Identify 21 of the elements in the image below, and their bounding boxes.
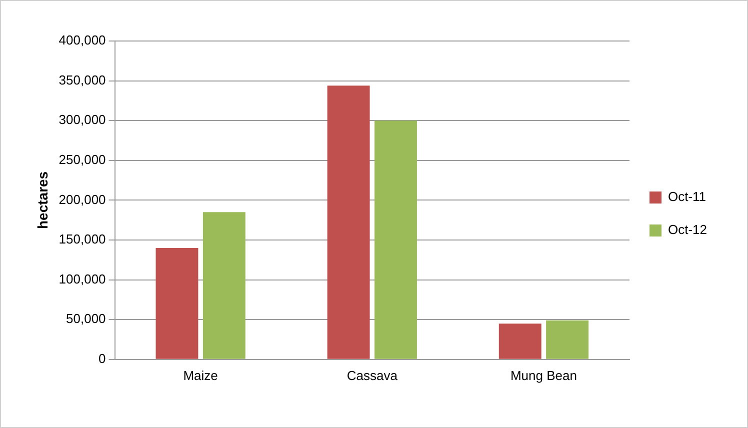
y-tick-label: 0 (98, 350, 106, 366)
y-tick-label: 100,000 (58, 271, 106, 286)
legend-label: Oct-11 (668, 189, 706, 204)
bar (156, 248, 198, 359)
bar (327, 86, 370, 359)
y-tick-label: 300,000 (58, 112, 106, 128)
y-tick-label: 350,000 (58, 72, 106, 88)
x-tick-label: Mung Bean (510, 368, 577, 383)
x-tick-label: Maize (183, 368, 218, 383)
x-tick-label: Cassava (346, 368, 398, 383)
legend-label: Oct-12 (668, 222, 708, 238)
y-axis-title: hectares (34, 171, 50, 229)
y-tick-label: 250,000 (58, 152, 106, 167)
bar (546, 320, 589, 359)
y-tick-label: 400,000 (58, 32, 106, 48)
bar (374, 120, 417, 359)
bar (202, 212, 246, 359)
y-tick-label: 150,000 (58, 232, 106, 247)
y-tick-label: 50,000 (66, 311, 106, 326)
y-tick-label: 200,000 (58, 192, 106, 207)
bar (498, 324, 542, 359)
